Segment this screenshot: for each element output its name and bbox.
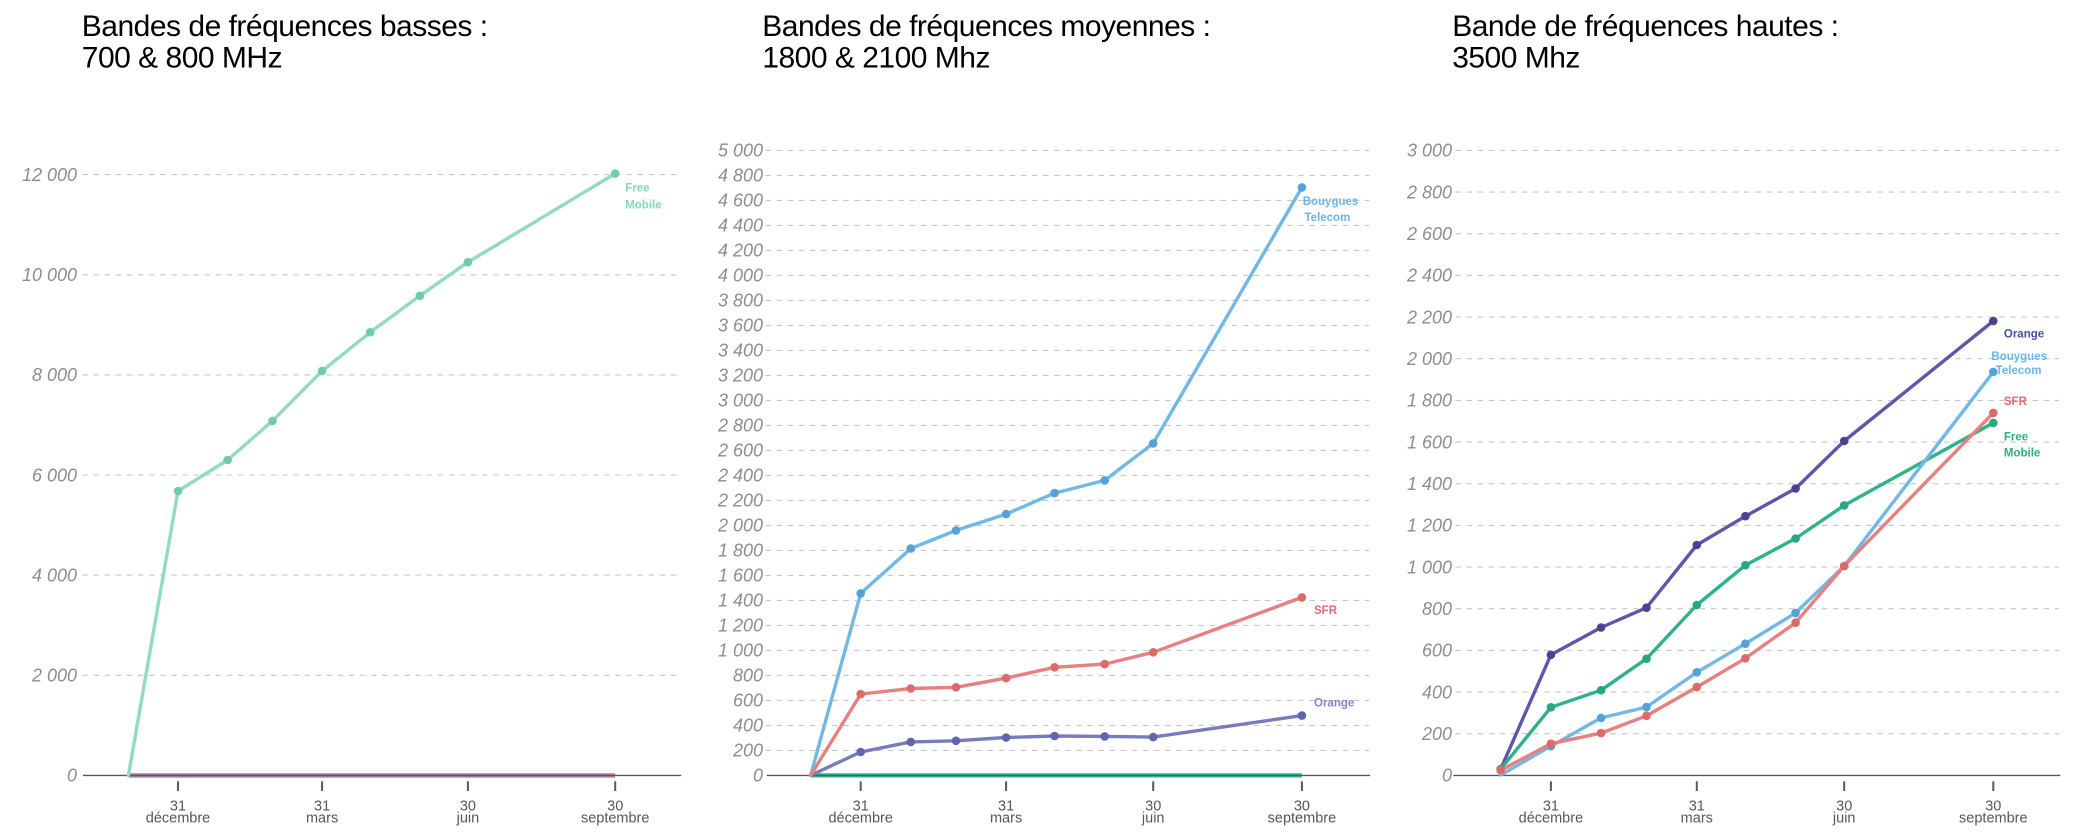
svg-text:4 000: 4 000 xyxy=(32,565,77,585)
svg-text:3 800: 3 800 xyxy=(718,291,763,311)
svg-text:Mobile: Mobile xyxy=(625,199,661,211)
svg-text:600: 600 xyxy=(733,691,763,711)
svg-text:700 & 800 MHz: 700 & 800 MHz xyxy=(82,42,282,75)
svg-text:30: 30 xyxy=(1294,798,1310,814)
svg-text:1 200: 1 200 xyxy=(718,616,763,636)
svg-text:2 200: 2 200 xyxy=(717,491,763,511)
svg-text:400: 400 xyxy=(1422,682,1452,702)
svg-text:12 000: 12 000 xyxy=(22,165,77,185)
svg-text:1 800: 1 800 xyxy=(718,541,763,561)
svg-text:2 800: 2 800 xyxy=(1406,182,1452,202)
svg-text:Free: Free xyxy=(2004,432,2028,444)
svg-text:1 000: 1 000 xyxy=(1407,557,1452,577)
svg-text:4 400: 4 400 xyxy=(718,216,763,236)
svg-text:1 800: 1 800 xyxy=(1407,391,1452,411)
svg-text:3 600: 3 600 xyxy=(718,316,763,336)
svg-text:décembre: décembre xyxy=(1519,811,1583,827)
svg-text:2 000: 2 000 xyxy=(1406,349,1452,369)
svg-text:30: 30 xyxy=(1836,798,1852,814)
svg-text:31: 31 xyxy=(1689,798,1705,814)
svg-text:2 600: 2 600 xyxy=(717,441,763,461)
svg-text:400: 400 xyxy=(733,716,763,736)
svg-text:1 400: 1 400 xyxy=(1407,474,1452,494)
svg-text:2 400: 2 400 xyxy=(1406,266,1452,286)
svg-text:Bande de fréquences hautes :: Bande de fréquences hautes : xyxy=(1452,10,1838,43)
svg-text:200: 200 xyxy=(1421,724,1452,744)
svg-text:1 400: 1 400 xyxy=(718,591,763,611)
svg-text:2 400: 2 400 xyxy=(717,466,763,486)
svg-text:Bouygues: Bouygues xyxy=(1991,351,2047,363)
svg-text:2 000: 2 000 xyxy=(717,516,763,536)
svg-text:mars: mars xyxy=(306,811,338,827)
svg-text:4 600: 4 600 xyxy=(718,191,763,211)
svg-text:septembre: septembre xyxy=(1959,811,2028,827)
svg-text:juin: juin xyxy=(1141,811,1165,827)
svg-text:31: 31 xyxy=(314,798,330,814)
svg-text:juin: juin xyxy=(1832,811,1856,827)
svg-text:600: 600 xyxy=(1422,641,1452,661)
svg-text:septembre: septembre xyxy=(1268,811,1337,827)
svg-text:10 000: 10 000 xyxy=(22,265,77,285)
svg-text:décembre: décembre xyxy=(146,811,210,827)
svg-text:800: 800 xyxy=(1422,599,1452,619)
svg-text:5 000: 5 000 xyxy=(718,141,763,161)
svg-text:Mobile: Mobile xyxy=(2004,448,2040,460)
svg-text:3500 Mhz: 3500 Mhz xyxy=(1452,42,1580,75)
svg-text:1800 & 2100 Mhz: 1800 & 2100 Mhz xyxy=(762,42,990,75)
svg-text:31: 31 xyxy=(1543,798,1559,814)
svg-text:Telecom: Telecom xyxy=(1996,365,2042,377)
svg-text:3 000: 3 000 xyxy=(718,391,763,411)
svg-text:Telecom: Telecom xyxy=(1305,212,1351,224)
svg-text:1 200: 1 200 xyxy=(1407,516,1452,536)
svg-text:Bandes de fréquences basses :: Bandes de fréquences basses : xyxy=(82,10,488,43)
svg-text:3 400: 3 400 xyxy=(718,341,763,361)
svg-text:2 600: 2 600 xyxy=(1406,224,1452,244)
svg-text:8 000: 8 000 xyxy=(32,365,77,385)
svg-text:30: 30 xyxy=(1145,798,1161,814)
svg-text:2 200: 2 200 xyxy=(1406,307,1452,327)
svg-text:septembre: septembre xyxy=(581,811,650,827)
svg-text:30: 30 xyxy=(460,798,476,814)
svg-text:0: 0 xyxy=(1442,766,1452,786)
svg-text:3 200: 3 200 xyxy=(718,366,763,386)
svg-text:200: 200 xyxy=(732,741,763,761)
svg-text:30: 30 xyxy=(1985,798,2001,814)
svg-text:1 600: 1 600 xyxy=(1407,432,1452,452)
svg-text:0: 0 xyxy=(753,766,763,786)
svg-text:SFR: SFR xyxy=(1314,605,1338,617)
svg-text:SFR: SFR xyxy=(2004,396,2028,408)
svg-text:0: 0 xyxy=(67,766,77,786)
svg-text:30: 30 xyxy=(607,798,623,814)
svg-text:Free: Free xyxy=(625,183,649,195)
svg-text:4 000: 4 000 xyxy=(718,266,763,286)
svg-text:Orange: Orange xyxy=(1314,698,1354,710)
svg-text:1 000: 1 000 xyxy=(718,641,763,661)
svg-text:mars: mars xyxy=(990,811,1022,827)
svg-text:juin: juin xyxy=(456,811,480,827)
svg-text:4 800: 4 800 xyxy=(718,166,763,186)
svg-text:Bouygues: Bouygues xyxy=(1303,196,1359,208)
svg-text:3 000: 3 000 xyxy=(1407,141,1452,161)
svg-text:31: 31 xyxy=(853,798,869,814)
svg-text:31: 31 xyxy=(998,798,1014,814)
svg-text:800: 800 xyxy=(733,666,763,686)
svg-text:2 000: 2 000 xyxy=(31,666,77,686)
svg-text:Bandes de fréquences moyennes: Bandes de fréquences moyennes : xyxy=(762,10,1210,43)
svg-text:2 800: 2 800 xyxy=(717,416,763,436)
svg-text:31: 31 xyxy=(170,798,186,814)
svg-text:décembre: décembre xyxy=(828,811,892,827)
svg-text:mars: mars xyxy=(1681,811,1713,827)
svg-text:6 000: 6 000 xyxy=(32,465,77,485)
svg-text:Orange: Orange xyxy=(2004,329,2044,341)
svg-text:4 200: 4 200 xyxy=(718,241,763,261)
svg-text:1 600: 1 600 xyxy=(718,566,763,586)
